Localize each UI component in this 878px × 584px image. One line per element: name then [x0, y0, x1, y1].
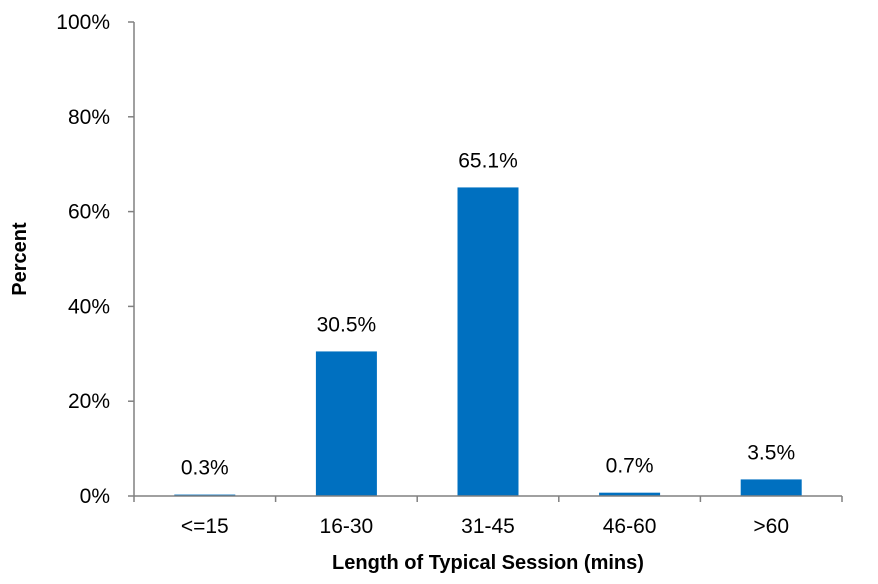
x-tick-label: 46-60: [603, 515, 657, 538]
bar: [599, 492, 661, 496]
y-tick-label: 100%: [56, 11, 110, 34]
axes-group: [133, 22, 842, 497]
bar-data-label: 3.5%: [747, 441, 795, 464]
y-tick-label: 40%: [68, 295, 110, 318]
y-tick-label: 80%: [68, 106, 110, 129]
bar-data-label: 0.7%: [606, 455, 654, 478]
x-axis-title: Length of Typical Session (mins): [332, 552, 644, 574]
y-axis-title: Percent: [9, 222, 31, 296]
bar-data-label: 0.3%: [181, 457, 229, 480]
bars-group: [174, 187, 802, 496]
x-tick-label: >60: [753, 515, 789, 538]
x-tick-label: 16-30: [320, 515, 374, 538]
y-tick-label: 60%: [68, 201, 110, 224]
x-tick-label: <=15: [181, 515, 229, 538]
y-tick-label: 20%: [68, 390, 110, 413]
data-labels-group: 0.3% 30.5% 65.1% 0.7% 3.5%: [181, 149, 795, 479]
bar-data-label: 30.5%: [317, 313, 377, 336]
bar-data-label: 65.1%: [458, 149, 518, 172]
y-axis-ticks: 0% 20% 40% 60% 80% 100%: [56, 11, 134, 508]
bar: [740, 479, 802, 496]
y-tick-label: 0%: [80, 485, 110, 508]
bar: [315, 351, 377, 496]
bar: [457, 187, 519, 496]
x-axis-ticks: <=15 16-30 31-45 46-60 >60: [133, 496, 843, 538]
x-tick-label: 31-45: [461, 515, 515, 538]
